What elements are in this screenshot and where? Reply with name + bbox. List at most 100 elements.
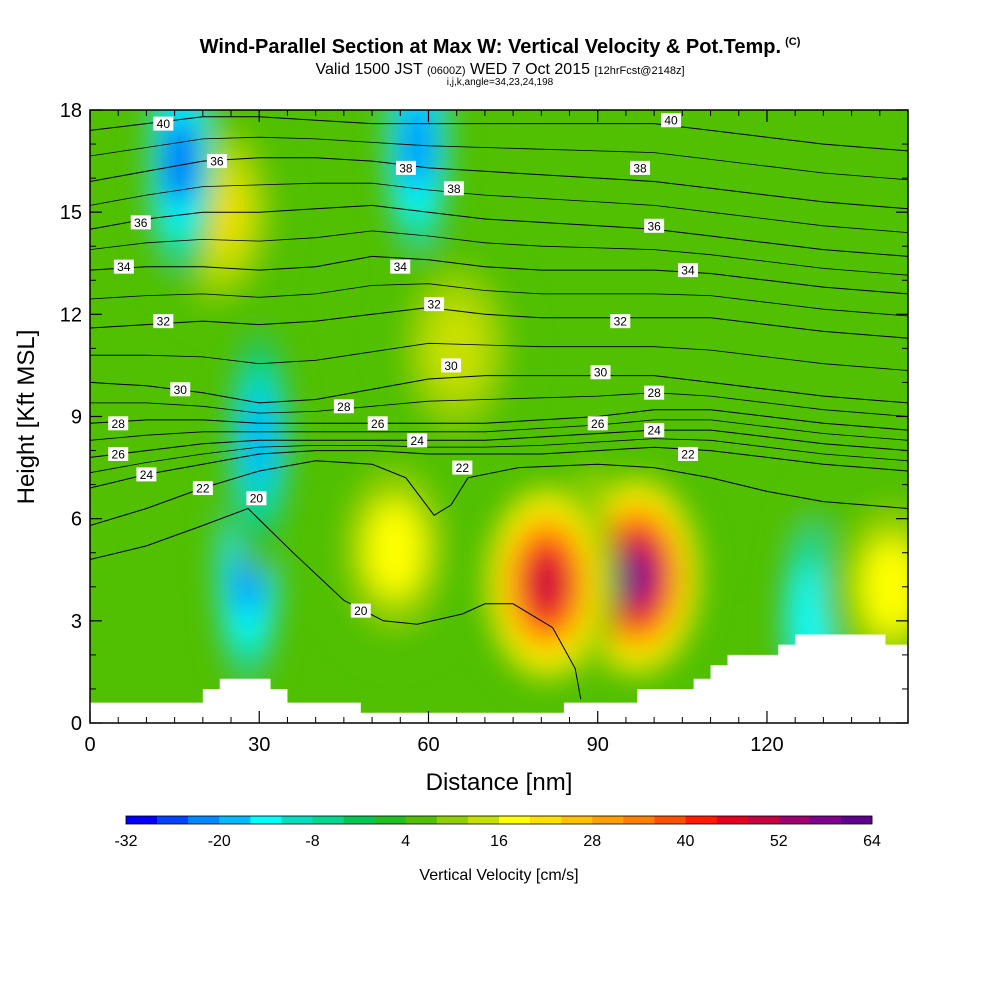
colorbar-label: -32 (114, 833, 137, 850)
contour-label-box (452, 460, 473, 475)
contour-label-box (644, 218, 665, 233)
contour-label-24: 24 (136, 467, 157, 482)
contour-label-text: 22 (456, 461, 470, 475)
theta-contour-28 (90, 409, 908, 431)
theta-contour-30 (90, 375, 908, 404)
contour-label-extra: 24 (644, 423, 665, 438)
theta-contour-minor (90, 438, 908, 474)
theta-contour-40 (90, 116, 908, 152)
contour-label-box (350, 603, 371, 618)
theta-contour-32 (90, 306, 908, 339)
contour-label-32: 32 (153, 314, 174, 329)
contour-label-box (390, 259, 411, 274)
contour-label-extra: 30 (441, 358, 462, 373)
contour-label-extra: 32 (610, 314, 631, 329)
contour-label-box (130, 215, 151, 230)
colorbar-swatch (623, 816, 655, 824)
theta-contour-minor (90, 392, 908, 417)
colorbar-label: 4 (401, 833, 410, 850)
contour-label-text: 22 (196, 482, 210, 496)
contour-label-extra: 34 (390, 259, 411, 274)
colorbar: -32 -20 -8 4 16 28 40 52 64 (114, 815, 881, 850)
contour-label-text: 38 (447, 182, 461, 196)
contour-label-box (108, 416, 129, 431)
contour-label-text: 38 (399, 161, 413, 175)
contour-label-extra: 26 (367, 416, 388, 431)
colorbar-swatch (747, 816, 780, 824)
contour-label-text: 26 (371, 417, 385, 431)
contour-label-box (407, 433, 428, 448)
theta-contour-22 (90, 460, 908, 526)
contour-label-extra: 36 (644, 218, 665, 233)
contour-label-extra: 22 (452, 460, 473, 475)
terrain-surface (90, 634, 908, 723)
colorbar-swatch (405, 816, 438, 824)
theta-contour-26 (90, 429, 908, 458)
chart-subtitle: Valid 1500 JST (0600Z) WED 7 Oct 2015 [1… (0, 61, 1000, 79)
contour-label-38: 38 (395, 160, 416, 175)
contour-label-40: 40 (153, 116, 174, 131)
contour-label-extra: 20 (246, 491, 267, 506)
contour-label-text: 34 (681, 264, 695, 278)
w-feature-4 (427, 299, 486, 398)
colorbar-swatch (467, 816, 500, 824)
colorbar-swatch (126, 816, 158, 824)
contour-label-box (395, 160, 416, 175)
colorbar-swatch (188, 816, 220, 824)
x-tick-label: 0 (84, 734, 95, 756)
x-tick-label: 90 (587, 734, 609, 756)
contour-label-box (590, 365, 611, 380)
contour-label-22: 22 (192, 481, 213, 496)
contour-label-text: 36 (647, 219, 661, 233)
colorbar-label: 52 (770, 833, 788, 850)
contour-label-box (136, 467, 157, 482)
colorbar-swatch (561, 816, 593, 824)
contour-label-extra: 36 (206, 154, 227, 169)
contour-label-text: 28 (112, 417, 126, 431)
theta-contour-minor (90, 342, 908, 371)
w-feature-3 (365, 500, 424, 599)
contour-label-box (108, 446, 129, 461)
contour-label-box (113, 259, 134, 274)
y-tick-label: 6 (71, 509, 82, 531)
colorbar-swatch (530, 816, 562, 824)
contour-label-text: 34 (117, 260, 131, 274)
contour-label-26: 26 (108, 446, 129, 461)
contour-label-extra: 28 (333, 399, 354, 414)
w-feature-11 (861, 537, 908, 636)
contour-label-text: 32 (614, 315, 628, 329)
contour-label-extra: 22 (677, 446, 698, 461)
valid-utc: (0600Z) (426, 65, 466, 77)
theta-contour-36 (90, 204, 908, 257)
contour-label-text: 40 (157, 117, 171, 131)
w-feature-2 (529, 552, 565, 615)
valid-date: WED 7 Oct 2015 (469, 61, 590, 78)
colorbar-swatch (654, 816, 686, 824)
colorbar-swatch (778, 816, 811, 824)
contour-label-text: 30 (594, 366, 608, 380)
theta-contour-minor (90, 136, 908, 181)
contour-label-box (424, 297, 445, 312)
section-params: i,j,k,angle=34,23,24,198 (446, 77, 554, 88)
y-tick-label: 18 (60, 100, 82, 122)
w-feature-8 (164, 114, 196, 208)
theta-contour-24 (90, 446, 908, 489)
chart-title-text: Wind-Parallel Section at Max W: Vertical… (199, 36, 782, 58)
contour-label-20: 20 (350, 603, 371, 618)
contour-label-text: 32 (427, 298, 441, 312)
colorbar-label: 40 (677, 833, 695, 850)
colorbar-frame (125, 815, 873, 825)
contour-label-box (153, 314, 174, 329)
contour-label-text: 28 (337, 400, 351, 414)
theta-contour-minor (90, 230, 908, 276)
theta-contour-minor (90, 283, 908, 317)
contour-label-box (630, 160, 651, 175)
contour-label-box (206, 154, 227, 169)
contour-label-30: 30 (170, 382, 191, 397)
y-tick-label: 3 (71, 611, 82, 633)
colorbar-swatch (809, 816, 842, 824)
colorbar-label: 16 (490, 833, 508, 850)
velocity-field (90, 110, 908, 723)
theta-contour-minor (90, 419, 908, 441)
